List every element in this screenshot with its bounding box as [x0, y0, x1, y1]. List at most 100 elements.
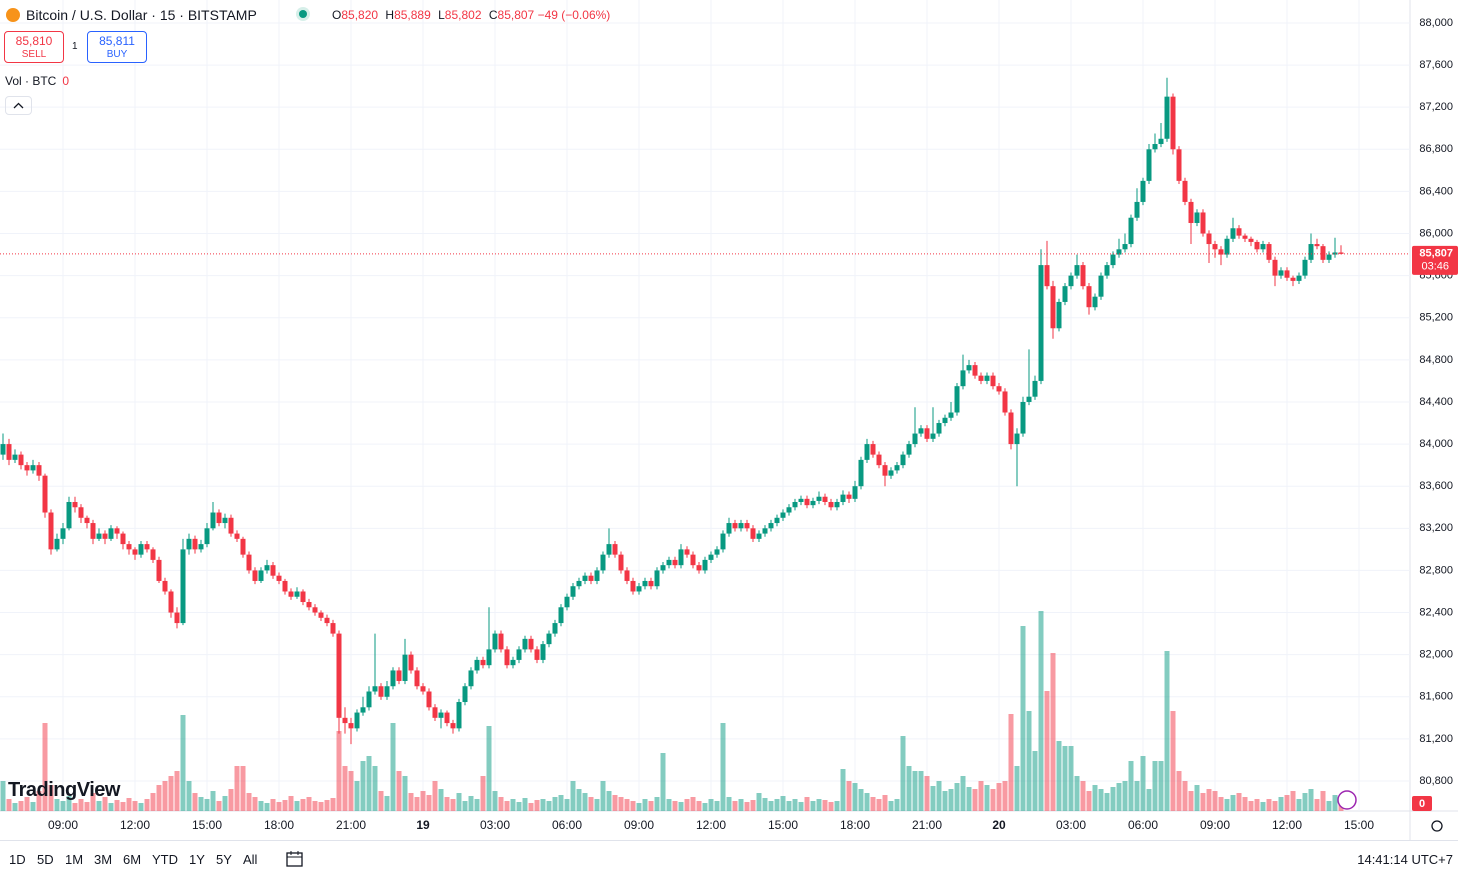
- candle-body: [1002, 391, 1008, 413]
- candle-body: [1164, 96, 1170, 139]
- volume-bar: [1308, 789, 1314, 811]
- candle-body: [408, 654, 414, 671]
- x-tick-label: 12:00: [1272, 818, 1302, 832]
- candle-body: [1044, 265, 1050, 287]
- candle-body: [1122, 244, 1128, 250]
- y-tick-label: 85,200: [1419, 312, 1453, 324]
- candle-body: [942, 417, 948, 424]
- sell-button[interactable]: 85,810 SELL: [4, 31, 64, 63]
- calendar-icon[interactable]: [284, 849, 306, 869]
- volume-bar: [606, 791, 612, 811]
- volume-bar: [1122, 781, 1128, 811]
- x-tick-label: 19: [416, 818, 430, 832]
- candle-body: [114, 528, 120, 534]
- candle-body: [450, 723, 456, 729]
- ohlc-key: H: [385, 8, 395, 22]
- volume-bar: [600, 781, 606, 811]
- volume-bar: [894, 799, 900, 811]
- range-button[interactable]: 6M: [123, 852, 142, 867]
- candle-body: [1272, 259, 1278, 276]
- volume-bar: [1104, 793, 1110, 811]
- candle-body: [882, 465, 888, 476]
- candle-body: [1134, 201, 1140, 218]
- candle-body: [900, 454, 906, 466]
- candle-body: [456, 702, 462, 729]
- candle-body: [198, 544, 204, 550]
- volume-bar: [156, 785, 162, 811]
- volume-bar: [390, 723, 396, 811]
- volume-bar: [738, 799, 744, 811]
- volume-bar: [30, 802, 36, 811]
- range-button[interactable]: All: [243, 852, 258, 867]
- symbol[interactable]: Bitcoin / U.S. Dollar · 15 · BITSTAMP: [26, 7, 257, 23]
- volume-bar: [192, 793, 198, 811]
- volume-legend: Vol · BTC 0: [5, 74, 69, 88]
- volume-bar: [360, 761, 366, 811]
- volume-bar: [1302, 793, 1308, 811]
- volume-bar: [972, 789, 978, 811]
- candle-body: [432, 707, 438, 718]
- candle-body: [1290, 277, 1296, 281]
- range-button[interactable]: 1Y: [189, 852, 205, 867]
- candle-body: [240, 538, 246, 555]
- candle-body: [630, 580, 636, 592]
- volume-bar: [942, 791, 948, 811]
- x-tick-label: 20: [992, 818, 1006, 832]
- volume-bar: [450, 799, 456, 811]
- range-button[interactable]: 5D: [37, 852, 54, 867]
- volume-bar: [1176, 771, 1182, 811]
- candle-body: [1110, 254, 1116, 266]
- volume-bar: [18, 801, 24, 811]
- volume-bar: [78, 799, 84, 811]
- candle-body: [996, 386, 1002, 392]
- x-tick-label: 09:00: [1200, 818, 1230, 832]
- volume-bar: [234, 766, 240, 811]
- candle-body: [156, 559, 162, 581]
- collapse-button[interactable]: [5, 96, 32, 115]
- volume-bar: [90, 793, 96, 811]
- volume-bar: [936, 781, 942, 811]
- volume-bar: [744, 802, 750, 811]
- volume-bar: [1044, 691, 1050, 811]
- volume-bar: [246, 793, 252, 811]
- candle-body: [534, 649, 540, 660]
- range-button[interactable]: 1D: [9, 852, 26, 867]
- candle-body: [978, 375, 984, 381]
- candle-body: [348, 723, 354, 729]
- volume-bar: [1050, 653, 1056, 811]
- sell-price: 85,810: [15, 34, 53, 48]
- candle-body: [846, 494, 852, 499]
- candle-body: [1194, 212, 1200, 223]
- candle-body: [1026, 396, 1032, 402]
- volume-bar: [696, 801, 702, 811]
- replay-icon: [1337, 790, 1357, 810]
- candle-body: [192, 538, 198, 550]
- volume-bar: [1158, 761, 1164, 811]
- candle-body: [372, 686, 378, 692]
- volume-bar: [300, 799, 306, 811]
- range-button[interactable]: 5Y: [216, 852, 232, 867]
- volume-bar: [276, 802, 282, 811]
- candle-body: [258, 570, 264, 581]
- volume-bar: [216, 801, 222, 811]
- candle-body: [1008, 412, 1014, 445]
- volume-bar: [702, 803, 708, 811]
- volume-bar: [456, 793, 462, 811]
- volume-bar: [1182, 781, 1188, 811]
- candle-body: [666, 559, 672, 566]
- volume-bar: [186, 781, 192, 811]
- candle-body: [870, 444, 876, 455]
- volume-bar: [834, 801, 840, 811]
- buy-button[interactable]: 85,811 BUY: [87, 31, 147, 63]
- candle-body: [522, 638, 528, 650]
- volume-bar: [324, 800, 330, 811]
- candle-body: [1278, 270, 1284, 276]
- volume-bar: [948, 789, 954, 811]
- range-button[interactable]: YTD: [152, 852, 178, 867]
- volume-bar: [222, 796, 228, 811]
- range-button[interactable]: 3M: [94, 852, 113, 867]
- candle-body: [1128, 217, 1134, 245]
- volume-bar: [1200, 793, 1206, 811]
- range-button[interactable]: 1M: [65, 852, 84, 867]
